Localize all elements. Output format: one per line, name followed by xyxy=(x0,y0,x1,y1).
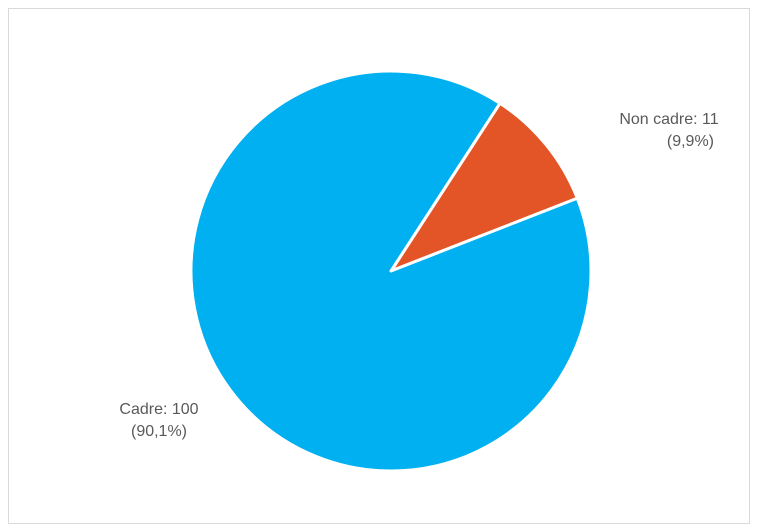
data-label-non-cadre: Non cadre: 11 (9,9%) xyxy=(594,109,744,153)
data-label-cadre: Cadre: 100 (90,1%) xyxy=(69,399,249,443)
data-label-non-cadre-name: Non cadre: 11 xyxy=(619,111,719,128)
pie-chart xyxy=(189,69,593,473)
pie-slices xyxy=(189,69,593,473)
data-label-cadre-percent: (90,1%) xyxy=(130,423,188,440)
pie-slice-non-cadre xyxy=(389,101,579,273)
chart-area: Non cadre: 11 (9,9%) Cadre: 100 (90,1%) xyxy=(8,8,750,524)
data-label-non-cadre-percent: (9,9%) xyxy=(666,133,714,150)
data-label-cadre-name: Cadre: 100 xyxy=(119,401,199,418)
pie-slice-cadre xyxy=(189,69,593,473)
